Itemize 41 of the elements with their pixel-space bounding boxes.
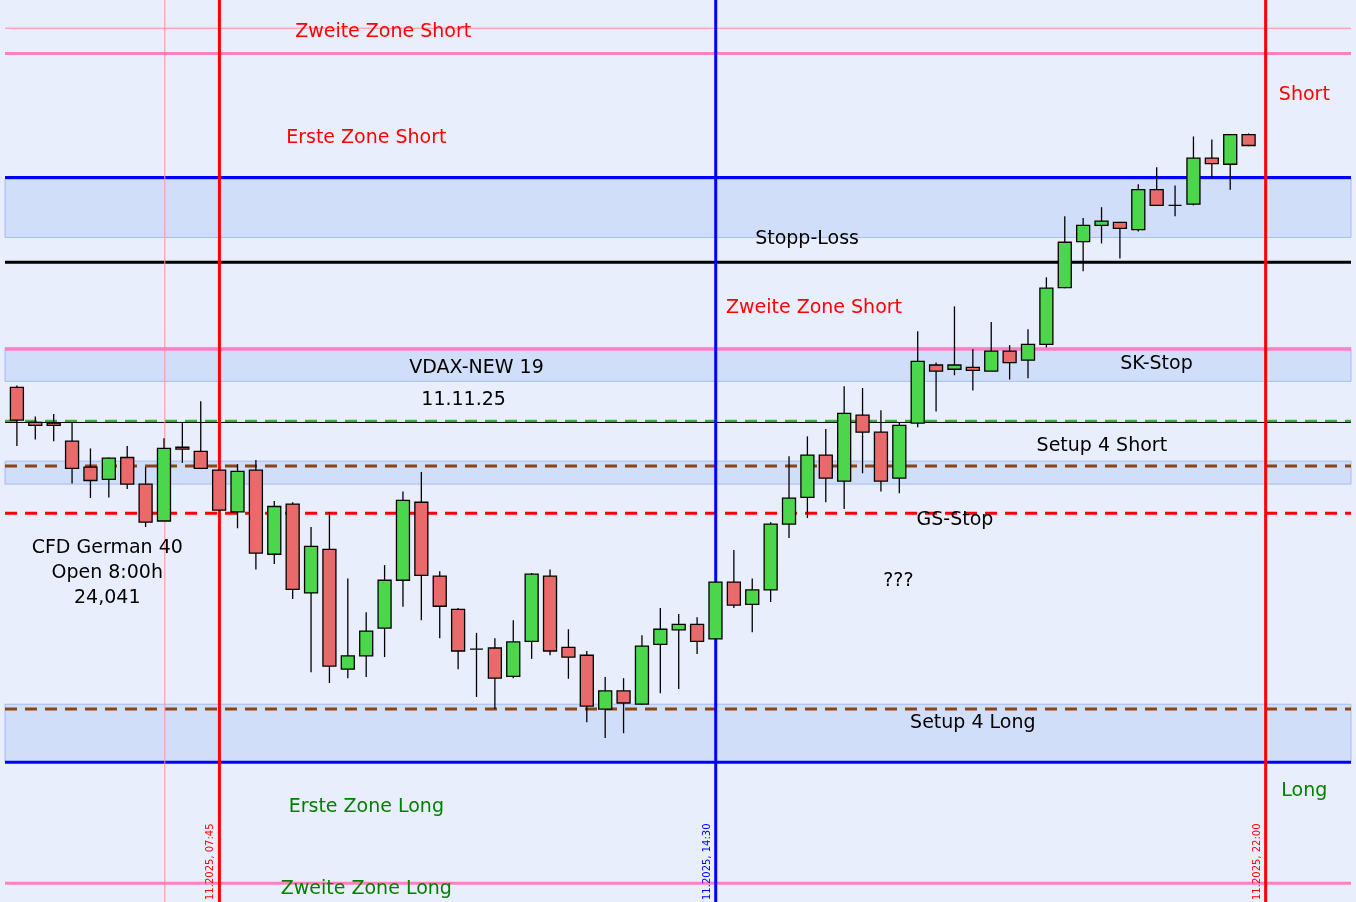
annotation: 11.11.25 [421, 387, 506, 409]
text: 11.2025, 22:00 [1250, 823, 1262, 900]
ref-line-label: Erste Zone Short [286, 125, 447, 147]
candlestick [469, 632, 484, 698]
candlestick [947, 305, 962, 376]
candlestick [83, 447, 98, 499]
candlestick [928, 361, 944, 413]
candlestick [1149, 166, 1164, 207]
candlestick [598, 676, 613, 739]
candlestick [1002, 344, 1017, 381]
ref-line-label: Stopp-Loss [755, 226, 859, 248]
annotation: VDAX-NEW 19 [409, 355, 544, 377]
candlestick [340, 577, 355, 679]
candlestick [984, 321, 999, 372]
candlestick [1020, 328, 1036, 379]
annotation: ??? [883, 568, 914, 590]
candlestick [745, 577, 760, 633]
candlestick [726, 549, 742, 609]
candlestick [616, 677, 631, 734]
ref-line-label: Erste Zone Long [288, 794, 444, 816]
text: Short [1278, 82, 1330, 104]
candlestick [653, 607, 668, 694]
candlestick [561, 628, 576, 680]
ref-line-label: Zweite Zone Short [295, 19, 472, 41]
annotation: SK-Stop [1120, 351, 1193, 373]
candlestick [1112, 221, 1128, 260]
candlestick [689, 616, 705, 655]
annotation: GS-Stop [916, 507, 994, 529]
candlestick [101, 456, 116, 499]
ref-line-label: Zweite Zone Long [280, 876, 452, 898]
text: 11.2025, 07:45 [204, 823, 216, 900]
text: Long [1281, 778, 1328, 800]
candlestick [965, 348, 980, 392]
annotation: CFD German 40 Open 8:00h 24,041 [31, 535, 183, 607]
ref-line-label: Setup 4 Long [910, 710, 1036, 732]
candlestick [1167, 184, 1183, 217]
ref-line-label: Setup 4 Short [1036, 433, 1168, 455]
candlestick [1094, 206, 1109, 245]
ref-line-label: Zweite Zone Short [725, 295, 903, 317]
text: 11.2025, 14:30 [700, 823, 712, 900]
candlestick [818, 428, 833, 503]
